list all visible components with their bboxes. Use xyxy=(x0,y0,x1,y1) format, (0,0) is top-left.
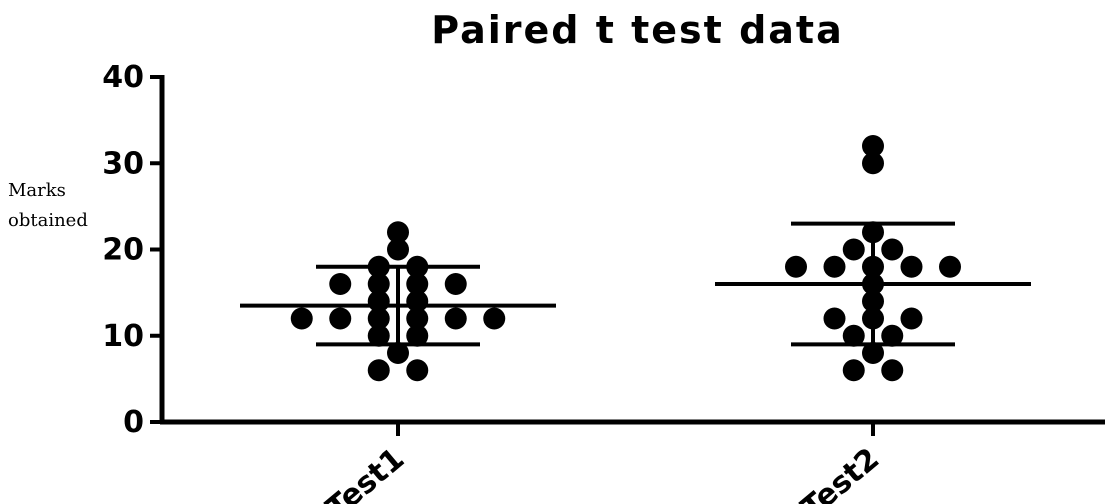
y-tick-label: 40 xyxy=(102,60,144,95)
data-point xyxy=(406,324,429,347)
y-tick-label: 20 xyxy=(102,233,144,268)
data-point xyxy=(329,307,352,330)
data-point xyxy=(881,238,904,261)
chart-title: Paired t test data xyxy=(431,8,844,52)
x-ticks: Test1 Test2 xyxy=(320,422,886,504)
y-axis-label-line-1: Marks xyxy=(8,180,66,201)
y-tick-label: 10 xyxy=(102,319,144,354)
data-point xyxy=(862,135,884,157)
data-point xyxy=(881,359,904,382)
data-point xyxy=(387,342,409,364)
data-point xyxy=(900,307,923,330)
data-point xyxy=(842,324,865,347)
data-point xyxy=(842,359,865,382)
data-point xyxy=(367,307,390,330)
data-point xyxy=(881,324,904,347)
data-point xyxy=(862,342,884,364)
y-axis-label-line-2: obtained xyxy=(8,210,88,231)
x-tick-label: Test1 xyxy=(320,441,411,504)
data-point xyxy=(483,307,506,330)
y-ticks: 0 10 20 30 40 xyxy=(102,60,162,440)
data-point xyxy=(823,307,846,330)
data-point xyxy=(900,255,923,278)
y-tick-label: 30 xyxy=(102,146,144,181)
data-point xyxy=(406,307,429,330)
data-point xyxy=(444,273,467,295)
data-point xyxy=(785,255,807,278)
data-point xyxy=(329,273,352,295)
data-points xyxy=(290,135,961,382)
data-point xyxy=(367,359,390,382)
data-point xyxy=(823,255,846,278)
data-point xyxy=(367,273,390,295)
y-tick-label: 0 xyxy=(123,405,144,440)
data-point xyxy=(387,238,409,261)
data-point xyxy=(939,255,961,278)
data-point xyxy=(842,238,865,261)
data-point xyxy=(444,307,467,330)
data-point xyxy=(406,359,429,382)
y-axis-label: Marks obtained xyxy=(8,176,88,236)
data-point xyxy=(367,324,390,347)
data-point xyxy=(862,152,884,175)
data-point xyxy=(406,273,429,295)
error-bars xyxy=(240,221,1031,347)
axes xyxy=(159,75,1105,425)
data-point xyxy=(387,221,409,244)
data-point xyxy=(290,307,313,330)
x-tick-label: Test2 xyxy=(795,441,886,504)
